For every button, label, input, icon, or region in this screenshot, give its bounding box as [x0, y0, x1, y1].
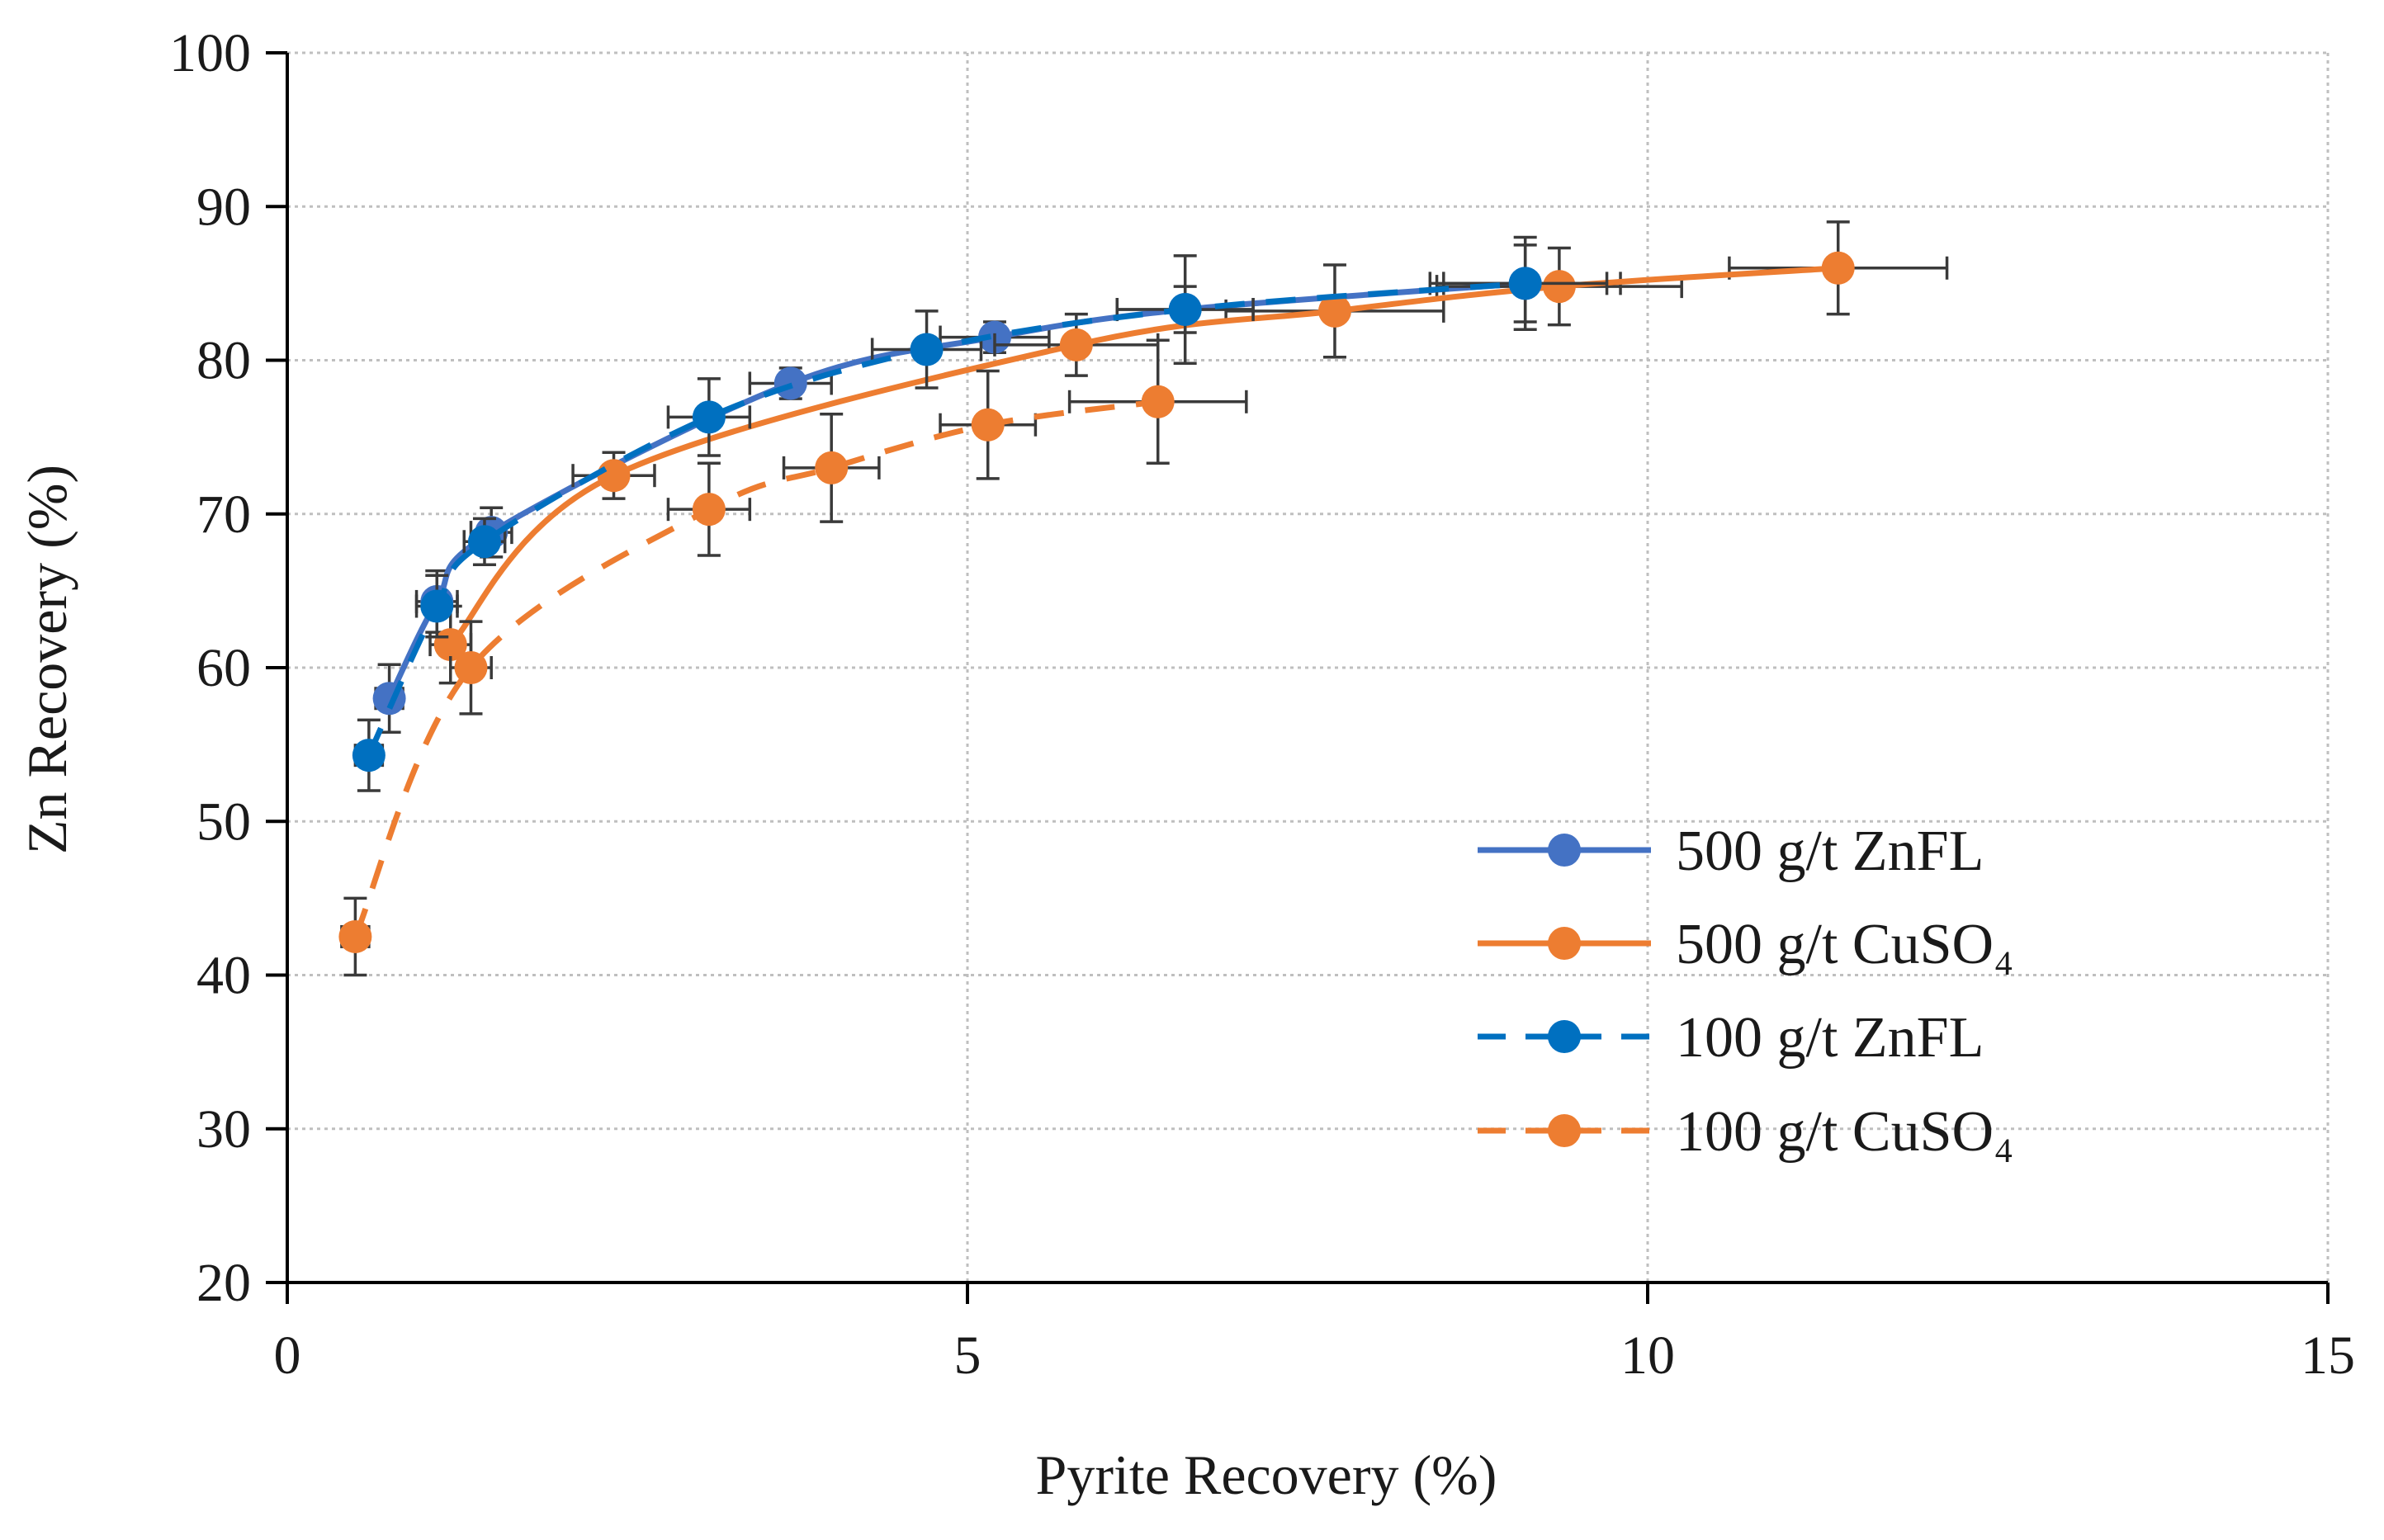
data-point [597, 459, 631, 493]
x-tick-label: 15 [2301, 1325, 2355, 1386]
error-bar [1224, 263, 1445, 359]
y-axis-title: Zn Recovery (%) [16, 465, 78, 854]
axes: 20 30 40 50 60 70 80 90 100 0 5 10 15 Pyrite Recovery… [16, 23, 2355, 1506]
x-tick-label: 10 [1620, 1325, 1675, 1386]
series-line [447, 265, 1842, 648]
y-tick-label: 90 [196, 177, 251, 237]
legend-swatch-marker [1548, 1114, 1581, 1147]
legend-label: 100 g/t CuSO₄ [1676, 1100, 2013, 1164]
series-line [366, 280, 1525, 757]
y-tick-label: 100 [169, 23, 251, 83]
data-point [1317, 294, 1351, 328]
legend-item: 100 g/t ZnFL [1478, 1006, 1984, 1070]
x-tick-label: 0 [274, 1325, 301, 1386]
y-tick-label: 60 [196, 638, 251, 698]
data-point [1141, 385, 1175, 418]
data-point [1542, 270, 1576, 304]
data-point [467, 525, 501, 559]
x-tick-label: 5 [954, 1325, 982, 1386]
y-tick-label: 40 [196, 946, 251, 1006]
y-tick-label: 80 [196, 331, 251, 391]
series-line [386, 280, 1529, 702]
y-tick-label: 50 [196, 791, 251, 852]
legend-label: 100 g/t ZnFL [1676, 1006, 1984, 1070]
series-group [338, 338, 1248, 977]
y-tick-label: 20 [196, 1253, 251, 1313]
data-point [692, 493, 726, 527]
series-group [352, 235, 1609, 792]
series-group [372, 243, 1622, 734]
y-tick-label: 30 [196, 1099, 251, 1160]
data-point [692, 400, 726, 434]
series-plot-area [338, 220, 1949, 977]
legend-item: 100 g/t CuSO₄ [1478, 1100, 2013, 1164]
data-point [971, 408, 1005, 442]
legend-swatch-marker [1548, 1020, 1581, 1053]
gridlines [287, 51, 2330, 1283]
data-point [1508, 267, 1542, 300]
data-point [815, 451, 849, 484]
legend-label: 500 g/t CuSO₄ [1676, 913, 2013, 976]
legend-item: 500 g/t CuSO₄ [1478, 913, 2013, 976]
error-bar [870, 309, 983, 390]
error-bar [1442, 235, 1609, 331]
data-point [910, 333, 944, 366]
data-point [1821, 251, 1855, 285]
data-point [454, 651, 488, 684]
data-point [338, 919, 372, 953]
data-point [1168, 293, 1202, 327]
data-point [1059, 328, 1093, 361]
legend: 500 g/t ZnFL 500 g/t CuSO₄ 100 g/t ZnFL 100… [1478, 820, 2013, 1164]
legend-item: 500 g/t ZnFL [1478, 820, 1984, 883]
data-point [420, 589, 454, 623]
data-point [352, 739, 386, 772]
legend-label: 500 g/t ZnFL [1676, 820, 1984, 883]
legend-swatch-marker [1548, 834, 1581, 867]
series-group [428, 220, 1949, 685]
y-tick-label: 70 [196, 484, 251, 545]
x-axis-title: Pyrite Recovery (%) [1036, 1443, 1497, 1506]
legend-swatch-marker [1548, 927, 1581, 960]
